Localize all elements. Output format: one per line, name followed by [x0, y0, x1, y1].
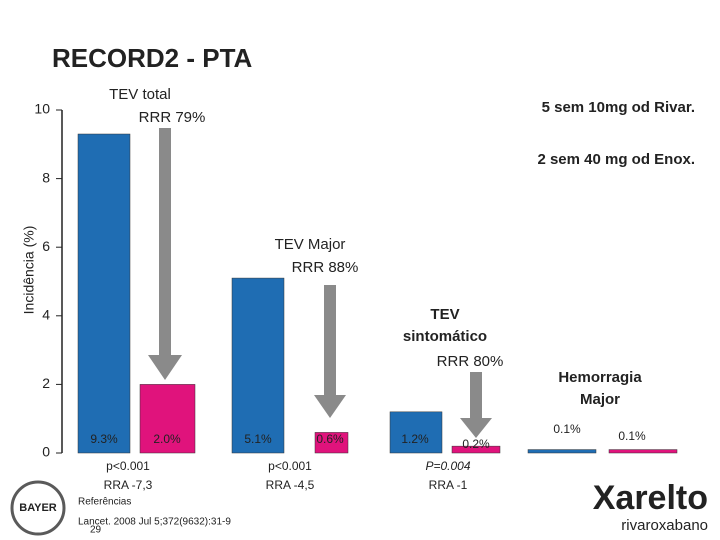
group-label: TEV total: [109, 86, 171, 103]
bar: [451, 445, 501, 454]
rrr-label: RRR 80%: [437, 353, 504, 370]
y-tick-label: 6: [42, 238, 50, 254]
value-label: 2.0%: [153, 432, 181, 446]
rra-value: RRA -7,3: [104, 478, 153, 492]
group-label: TEV Major: [275, 236, 346, 253]
y-tick-label: 2: [42, 375, 50, 391]
bar: [231, 277, 285, 454]
chart-title: RECORD2 - PTA: [52, 43, 253, 73]
arrow: [314, 285, 346, 418]
value-label: 5.1%: [244, 432, 272, 446]
arrow: [148, 128, 182, 380]
group-label: TEV: [430, 306, 459, 323]
references-title: Referências: [78, 497, 131, 508]
reference: Lancet. 2008 Jul 5;372(9632):31-9: [78, 517, 231, 528]
y-tick-label: 10: [34, 101, 50, 117]
bar: [527, 449, 597, 454]
group-label: sintomático: [403, 328, 487, 345]
y-tick-label: 0: [42, 444, 50, 460]
value-label: 0.1%: [553, 422, 581, 436]
page-number: 29: [90, 525, 102, 536]
value-label: 0.1%: [618, 429, 646, 443]
bar: [139, 384, 196, 454]
y-axis-label: Incidência (%): [21, 226, 37, 315]
bar: [608, 449, 678, 454]
p-value: p<0.001: [268, 459, 312, 473]
y-tick-label: 4: [42, 307, 50, 323]
p-value: p<0.001: [106, 459, 150, 473]
y-tick-label: 8: [42, 169, 50, 185]
group-label: Hemorragia: [558, 369, 642, 386]
rra-value: RRA -4,5: [266, 478, 315, 492]
rrr-label: RRR 79%: [139, 109, 206, 126]
arrow: [460, 372, 492, 438]
bar: [389, 411, 443, 454]
company: BAYER: [19, 502, 57, 514]
bayer-logo: [10, 480, 66, 536]
p-value: P=0.004: [425, 459, 470, 473]
value-label: 0.6%: [316, 432, 344, 446]
bar: [314, 432, 349, 454]
rrr-label: RRR 88%: [292, 259, 359, 276]
bar: [77, 133, 131, 454]
value-label: 9.3%: [90, 432, 118, 446]
brand: Xarelto: [593, 479, 708, 517]
rra-value: RRA -1: [429, 478, 468, 492]
value-label: 1.2%: [401, 432, 429, 446]
legend-entry: 5 sem 10mg od Rivar.: [542, 99, 695, 116]
brand-sub: rivaroxabano: [621, 517, 708, 534]
value-label: 0.2%: [462, 437, 490, 451]
group-label: Major: [580, 391, 620, 408]
legend-entry: 2 sem 40 mg od Enox.: [537, 151, 695, 168]
